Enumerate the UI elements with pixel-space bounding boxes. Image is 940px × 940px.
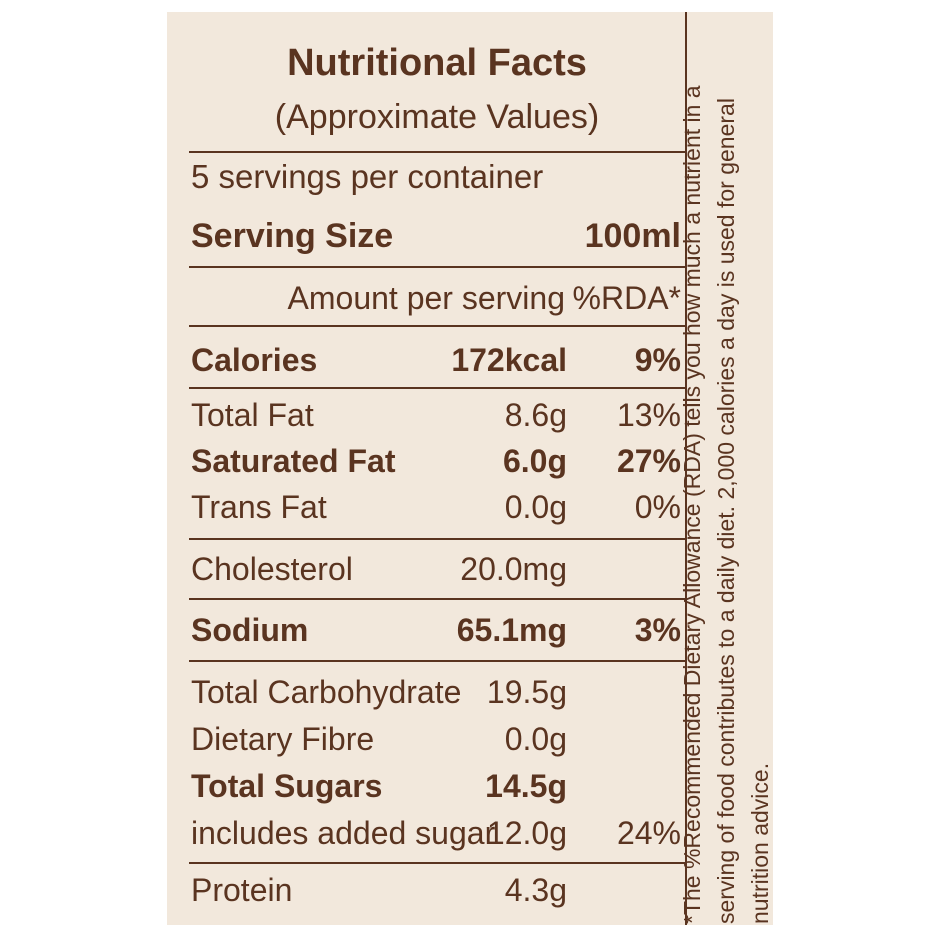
nutrient-amount-added-sugar: 12.0g [486, 815, 567, 851]
nutrient-amount-calories: 172kcal [451, 342, 567, 378]
nutrient-amount-total-carbohydrate: 19.5g [486, 674, 567, 710]
serving-size-label: Serving Size [191, 217, 394, 255]
nutrient-name-trans-fat: Trans Fat [191, 489, 327, 525]
nutrient-rda-added-sugar: 24% [616, 815, 681, 851]
nutrient-name-total-carbohydrate: Total Carbohydrate [191, 674, 462, 710]
divider [189, 660, 685, 662]
label-subtitle: (Approximate Values) [274, 98, 600, 136]
nutrient-name-cholesterol: Cholesterol [191, 551, 353, 587]
serving-size-value: 100ml [584, 217, 681, 255]
nutrition-table: Nutritional Facts (Approximate Values) 5… [189, 12, 687, 925]
nutrition-label: Nutritional Facts (Approximate Values) 5… [167, 12, 773, 925]
divider [189, 151, 685, 153]
nutrient-amount-total-fat: 8.6g [504, 397, 567, 433]
nutrient-amount-total-sugars: 14.5g [485, 768, 567, 804]
divider [189, 862, 685, 864]
nutrient-amount-protein: 4.3g [504, 872, 567, 908]
rda-header: %RDA* [572, 280, 681, 316]
nutrient-rda-sodium: 3% [634, 612, 681, 648]
nutrient-name-protein: Protein [191, 872, 293, 908]
nutrient-name-saturated-fat: Saturated Fat [191, 443, 396, 479]
nutrient-name-calories: Calories [191, 342, 318, 378]
label-title: Nutritional Facts [287, 42, 587, 84]
nutrient-amount-dietary-fibre: 0.0g [504, 721, 567, 757]
divider [189, 387, 685, 389]
divider [189, 538, 685, 540]
nutrient-name-sodium: Sodium [191, 612, 309, 648]
divider [189, 598, 685, 600]
nutrient-amount-saturated-fat: 6.0g [502, 443, 567, 479]
servings-per-container: 5 servings per container [191, 158, 544, 195]
nutrient-name-total-fat: Total Fat [191, 397, 314, 433]
divider [189, 266, 685, 268]
nutrient-rda-saturated-fat: 27% [616, 443, 681, 479]
rda-footnote: *The %Recommended Dietary Allowance (RDA… [679, 85, 773, 924]
rda-footnote-panel: *The %Recommended Dietary Allowance (RDA… [679, 34, 773, 924]
nutrient-rda-calories: 9% [634, 342, 681, 378]
nutrient-rda-total-fat: 13% [616, 397, 681, 433]
nutrient-name-total-sugars: Total Sugars [191, 768, 383, 804]
amount-per-serving-header: Amount per serving [287, 280, 565, 316]
divider [189, 325, 685, 327]
nutrient-amount-trans-fat: 0.0g [504, 489, 567, 525]
nutrient-name-dietary-fibre: Dietary Fibre [191, 721, 375, 757]
nutrient-rda-trans-fat: 0% [634, 489, 681, 525]
nutrient-name-added-sugar: includes added sugar [191, 815, 496, 851]
nutrient-amount-sodium: 65.1mg [456, 612, 567, 648]
nutrient-amount-cholesterol: 20.0mg [460, 551, 567, 587]
